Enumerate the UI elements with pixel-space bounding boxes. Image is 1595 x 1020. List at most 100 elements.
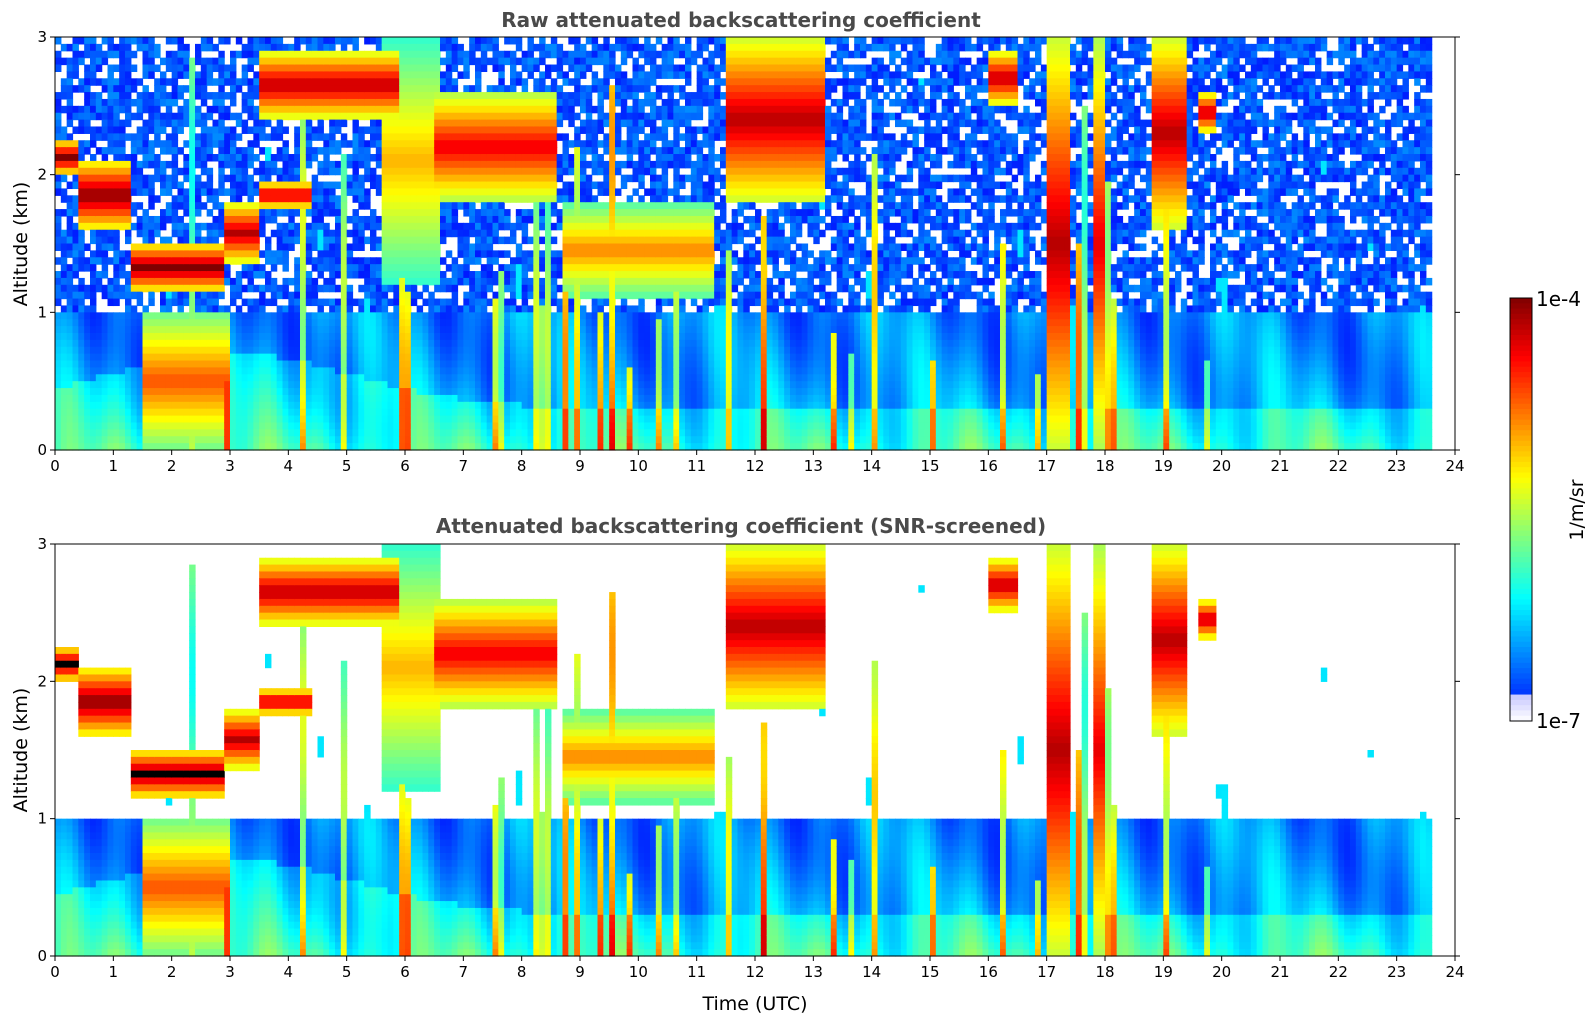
heatmap-cell [352, 140, 359, 148]
heatmap-cell [136, 98, 144, 107]
heatmap-cell [171, 284, 179, 293]
heatmap-cell [107, 298, 114, 307]
heatmap-cell [539, 222, 546, 231]
heatmap-cell [206, 388, 214, 396]
heatmap-cell [160, 291, 167, 300]
heatmap-cell [247, 126, 254, 134]
heatmap-cell [90, 188, 97, 196]
heatmap-cell [195, 112, 202, 121]
heatmap-cell [381, 388, 389, 396]
heatmap-cell [381, 250, 389, 258]
heatmap-cell [562, 160, 569, 169]
heatmap-cell [294, 401, 301, 410]
heatmap-cell [300, 154, 307, 162]
heatmap-cell [224, 388, 231, 396]
heatmap-cell [189, 271, 196, 279]
heatmap-cell [259, 64, 266, 73]
heatmap-cell [72, 339, 79, 348]
heatmap-cell [475, 381, 482, 389]
heatmap-cell [288, 43, 295, 52]
heatmap-cell [486, 209, 494, 217]
heatmap-cell [591, 319, 599, 327]
heatmap-cell [434, 112, 441, 121]
heatmap-cell [428, 243, 435, 251]
heatmap-cell [550, 37, 558, 45]
heatmap-cell [206, 195, 214, 203]
heatmap-cell [311, 112, 319, 121]
heatmap-cell [492, 174, 499, 183]
heatmap-cell [294, 305, 301, 313]
heatmap-cell [276, 401, 284, 410]
heatmap-cell [475, 277, 482, 286]
heatmap-cell [66, 264, 74, 272]
heatmap-cell [451, 415, 459, 424]
heatmap-cell [340, 154, 348, 162]
heatmap-cell [527, 140, 534, 148]
heatmap-cell [230, 229, 237, 238]
heatmap-cell [475, 64, 482, 73]
heatmap-cell [591, 126, 599, 134]
heatmap-cell [60, 92, 68, 100]
heatmap-cell [469, 126, 476, 134]
heatmap-cell [445, 202, 453, 210]
heatmap-cell [515, 264, 523, 272]
heatmap-cell [375, 374, 383, 382]
heatmap-cell [300, 374, 307, 382]
heatmap-cell [195, 415, 202, 424]
heatmap-cell [457, 312, 464, 320]
heatmap-cell [323, 408, 330, 417]
heatmap-cell [451, 133, 459, 141]
heatmap-cell [288, 167, 295, 176]
heatmap-cell [393, 305, 400, 313]
heatmap-cell [60, 415, 68, 424]
heatmap-cell [305, 92, 313, 100]
heatmap-cell [78, 140, 85, 148]
heatmap-cell [224, 257, 231, 265]
heatmap-cell [323, 388, 330, 396]
heatmap-cell [78, 57, 85, 66]
heatmap-cell [393, 291, 400, 300]
heatmap-cell [218, 326, 225, 334]
heatmap-cell [375, 319, 383, 327]
heatmap-cell [189, 381, 196, 389]
heatmap-cell [265, 388, 272, 396]
heatmap-cell [352, 319, 359, 327]
heatmap-cell [340, 92, 348, 100]
heatmap-cell [160, 374, 167, 382]
heatmap-cell [241, 236, 249, 245]
heatmap-cell [55, 133, 62, 141]
heatmap-cell [95, 374, 103, 382]
heatmap-cell [305, 181, 313, 190]
heatmap-cell [434, 271, 441, 279]
heatmap-cell [218, 78, 225, 86]
heatmap-cell [224, 188, 231, 196]
heatmap-cell [200, 202, 208, 210]
heatmap-cell [445, 85, 453, 93]
heatmap-cell [300, 98, 307, 107]
heatmap-cell [72, 367, 79, 375]
heatmap-cell [375, 291, 383, 300]
heatmap-cell [475, 133, 482, 141]
heatmap-cell [148, 50, 155, 59]
heatmap-cell [527, 353, 534, 362]
heatmap-cell [364, 264, 371, 272]
heatmap-cell [305, 319, 313, 327]
heatmap-cell [72, 401, 79, 410]
heatmap-cell [148, 401, 155, 410]
heatmap-cell [375, 367, 383, 375]
heatmap-cell [224, 37, 231, 45]
heatmap-cell [387, 388, 394, 396]
heatmap-cell [574, 298, 581, 307]
heatmap-cell [457, 105, 464, 114]
heatmap-cell [399, 353, 406, 362]
heatmap-cell [288, 388, 295, 396]
heatmap-cell [55, 271, 62, 279]
heatmap-cell [335, 374, 342, 382]
heatmap-cell [294, 133, 301, 141]
heatmap-cell [562, 147, 569, 155]
heatmap-cell [568, 202, 575, 210]
heatmap-cell [189, 291, 196, 300]
heatmap-cell [107, 408, 114, 417]
heatmap-cell [288, 57, 295, 66]
heatmap-cell [340, 71, 348, 79]
